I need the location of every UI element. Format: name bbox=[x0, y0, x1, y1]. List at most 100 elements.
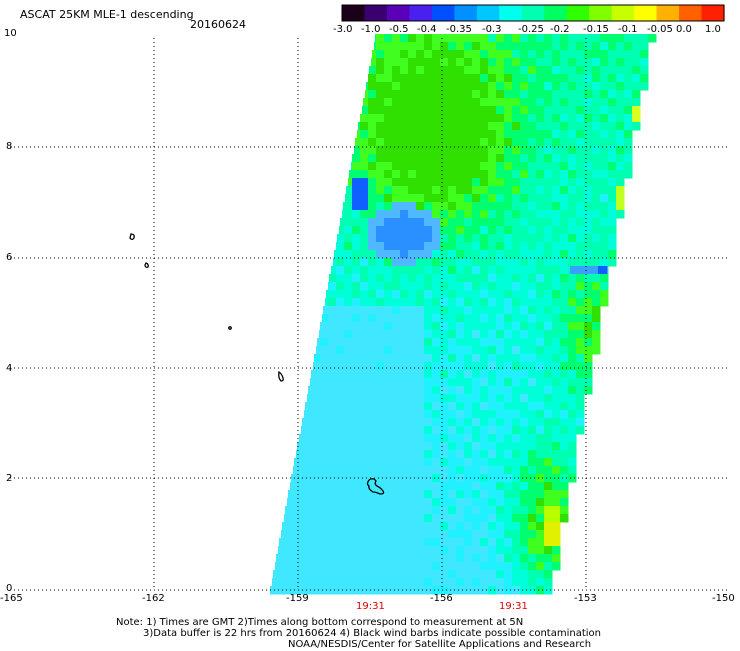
swath-cell bbox=[400, 138, 409, 147]
swath-cell bbox=[504, 586, 513, 595]
swath-cell bbox=[368, 434, 377, 443]
swath-cell bbox=[552, 178, 561, 187]
swath-cell bbox=[400, 162, 409, 171]
swath-cell bbox=[376, 274, 385, 283]
colorbar-segment bbox=[386, 5, 411, 21]
swath-cell bbox=[552, 538, 561, 547]
swath-cell bbox=[352, 178, 361, 187]
swath-cell bbox=[504, 202, 513, 211]
swath-cell bbox=[496, 338, 505, 347]
swath-cell bbox=[576, 394, 585, 403]
swath-cell bbox=[336, 250, 345, 259]
swath-cell bbox=[320, 466, 329, 475]
swath-cell bbox=[528, 210, 537, 219]
swath-cell bbox=[552, 370, 561, 379]
swath-cell bbox=[528, 418, 537, 427]
swath-cell bbox=[528, 362, 537, 371]
swath-cell bbox=[520, 106, 529, 115]
swath-cell bbox=[368, 506, 377, 515]
swath-cell bbox=[584, 346, 593, 355]
swath-cell bbox=[528, 82, 537, 91]
swath-cell bbox=[392, 90, 401, 99]
swath-cell bbox=[392, 458, 401, 467]
swath-cell bbox=[504, 82, 513, 91]
swath-cell bbox=[456, 402, 465, 411]
swath-cell bbox=[584, 330, 593, 339]
swath-cell bbox=[376, 338, 385, 347]
swath-cell bbox=[432, 322, 441, 331]
swath-cell bbox=[275, 562, 284, 571]
swath-cell bbox=[376, 98, 385, 107]
swath-cell bbox=[496, 66, 505, 75]
swath-cell bbox=[376, 354, 385, 363]
swath-cell bbox=[528, 426, 537, 435]
swath-cell bbox=[600, 202, 609, 211]
swath-cell bbox=[416, 562, 425, 571]
swath-cell bbox=[376, 506, 385, 515]
swath-cell bbox=[392, 282, 401, 291]
swath-cell bbox=[544, 570, 553, 579]
swath-cell bbox=[392, 218, 401, 227]
swath-cell bbox=[368, 82, 377, 91]
swath-cell bbox=[384, 146, 393, 155]
swath-cell bbox=[616, 74, 625, 83]
swath-cell bbox=[384, 66, 393, 75]
swath-cell bbox=[392, 42, 401, 51]
swath-cell bbox=[360, 298, 369, 307]
swath-cell bbox=[384, 498, 393, 507]
swath-cell bbox=[408, 370, 417, 379]
swath-cell bbox=[400, 258, 409, 267]
swath-cell bbox=[584, 194, 593, 203]
swath-cell bbox=[560, 98, 569, 107]
swath-cell bbox=[464, 250, 473, 259]
swath-cell bbox=[312, 586, 321, 595]
swath-cell bbox=[544, 122, 553, 131]
swath-cell bbox=[376, 194, 385, 203]
swath-cell bbox=[416, 434, 425, 443]
swath-cell bbox=[344, 466, 353, 475]
swath-cell bbox=[472, 42, 481, 51]
swath-cell bbox=[368, 354, 377, 363]
swath-cell bbox=[432, 578, 441, 587]
swath-cell bbox=[440, 578, 449, 587]
swath-cell bbox=[552, 554, 561, 563]
swath-cell bbox=[424, 362, 433, 371]
swath-cell bbox=[376, 442, 385, 451]
swath-cell bbox=[512, 274, 521, 283]
swath-cell bbox=[424, 370, 433, 379]
swath-cell bbox=[560, 482, 569, 491]
swath-cell bbox=[560, 162, 569, 171]
swath-cell bbox=[576, 170, 585, 179]
swath-cell bbox=[464, 322, 473, 331]
swath-cell bbox=[584, 106, 593, 115]
swath-cell bbox=[592, 82, 601, 91]
swath-cell bbox=[496, 98, 505, 107]
swath-cell bbox=[488, 330, 497, 339]
swath-cell bbox=[480, 226, 489, 235]
swath-cell bbox=[448, 474, 457, 483]
swath-cell bbox=[576, 138, 585, 147]
swath-cell bbox=[313, 362, 322, 371]
swath-cell bbox=[408, 234, 417, 243]
swath-cell bbox=[299, 434, 308, 443]
swath-cell bbox=[344, 514, 353, 523]
swath-cell bbox=[600, 138, 609, 147]
swath-cell bbox=[448, 34, 457, 43]
swath-cell bbox=[536, 482, 545, 491]
swath-cell bbox=[504, 114, 513, 123]
swath-cell bbox=[360, 242, 369, 251]
swath-cell bbox=[432, 202, 441, 211]
swath-cell bbox=[432, 74, 441, 83]
swath-cell bbox=[424, 50, 433, 59]
swath-cell bbox=[400, 194, 409, 203]
swath-cell bbox=[288, 546, 297, 555]
swath-cell bbox=[504, 546, 513, 555]
swath-cell bbox=[552, 306, 561, 315]
swath-cell bbox=[504, 482, 513, 491]
swath-cell bbox=[512, 282, 521, 291]
swath-cell bbox=[496, 418, 505, 427]
swath-cell bbox=[432, 210, 441, 219]
swath-cell bbox=[352, 546, 361, 555]
swath-cell bbox=[288, 538, 297, 547]
swath-cell bbox=[528, 554, 537, 563]
